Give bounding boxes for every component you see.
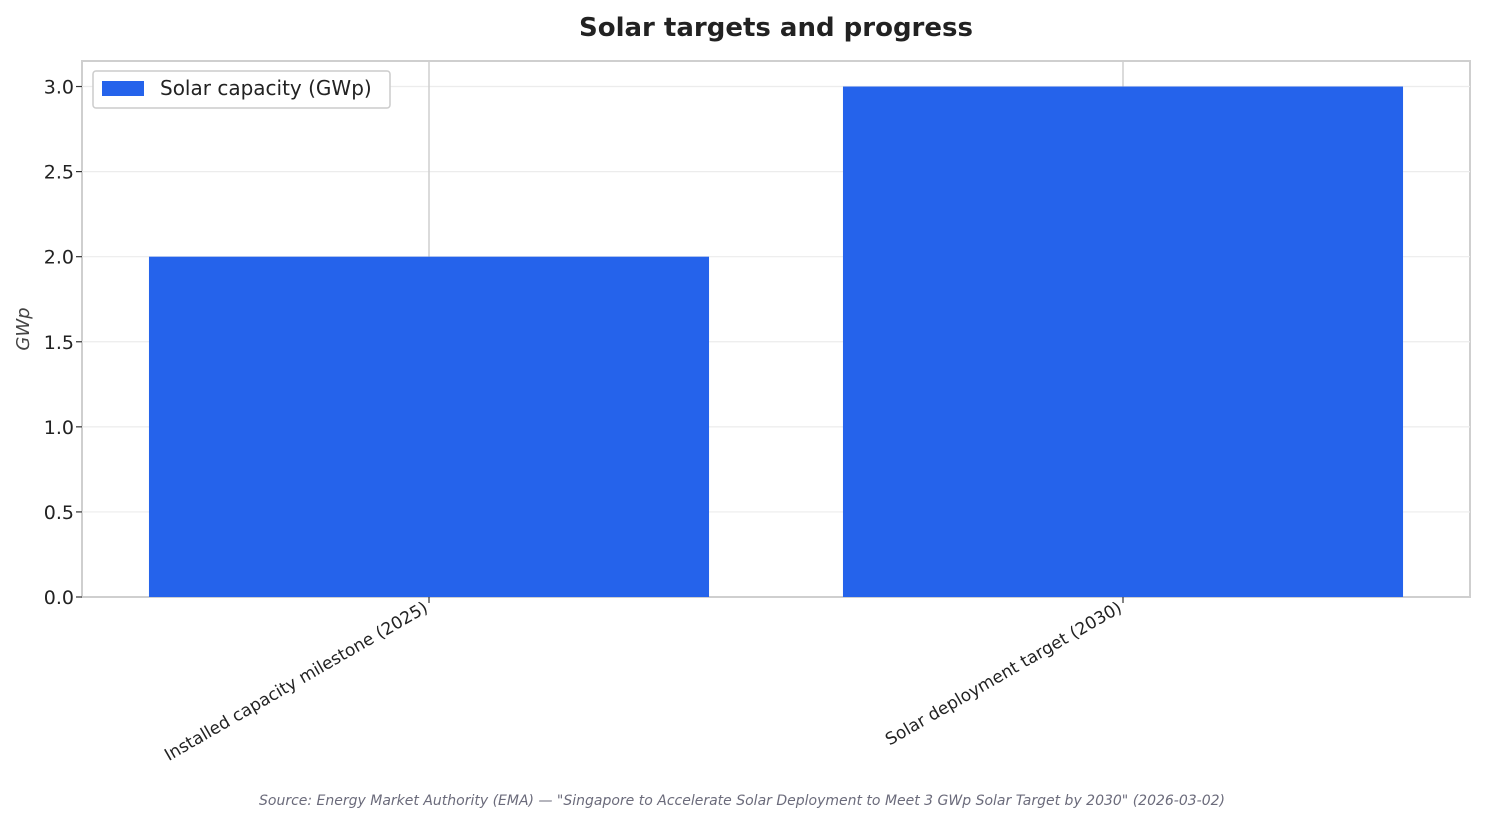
bar	[842, 86, 1404, 598]
x-tick-label: Solar deployment target (2030)	[882, 598, 1125, 750]
x-axis-ticks: Installed capacity milestone (2025) Solar…	[161, 597, 1126, 766]
source-note: Source: Energy Market Authority (EMA) — …	[259, 793, 1225, 809]
y-tick-label: 2.0	[44, 247, 74, 269]
bars	[148, 86, 1404, 598]
y-tick-label: 2.5	[44, 162, 74, 184]
legend-label: Solar capacity (GWp)	[160, 76, 372, 100]
legend-swatch	[102, 81, 144, 96]
y-tick-label: 0.5	[44, 502, 74, 524]
bar	[148, 256, 710, 597]
chart-title: Solar targets and progress	[579, 13, 973, 43]
legend-box	[92, 70, 391, 109]
y-tick-label: 0.0	[44, 587, 74, 609]
legend: Solar capacity (GWp)	[92, 70, 391, 109]
y-axis-label: GWp	[13, 307, 34, 350]
y-tick-label: 1.0	[44, 417, 74, 439]
y-tick-label: 1.5	[44, 332, 74, 354]
x-tick-label: Installed capacity milestone (2025)	[161, 598, 431, 766]
y-axis-ticks: 0.0 0.5 1.0 1.5 2.0 2.5 3.0	[44, 77, 82, 609]
y-tick-label: 3.0	[44, 77, 74, 99]
